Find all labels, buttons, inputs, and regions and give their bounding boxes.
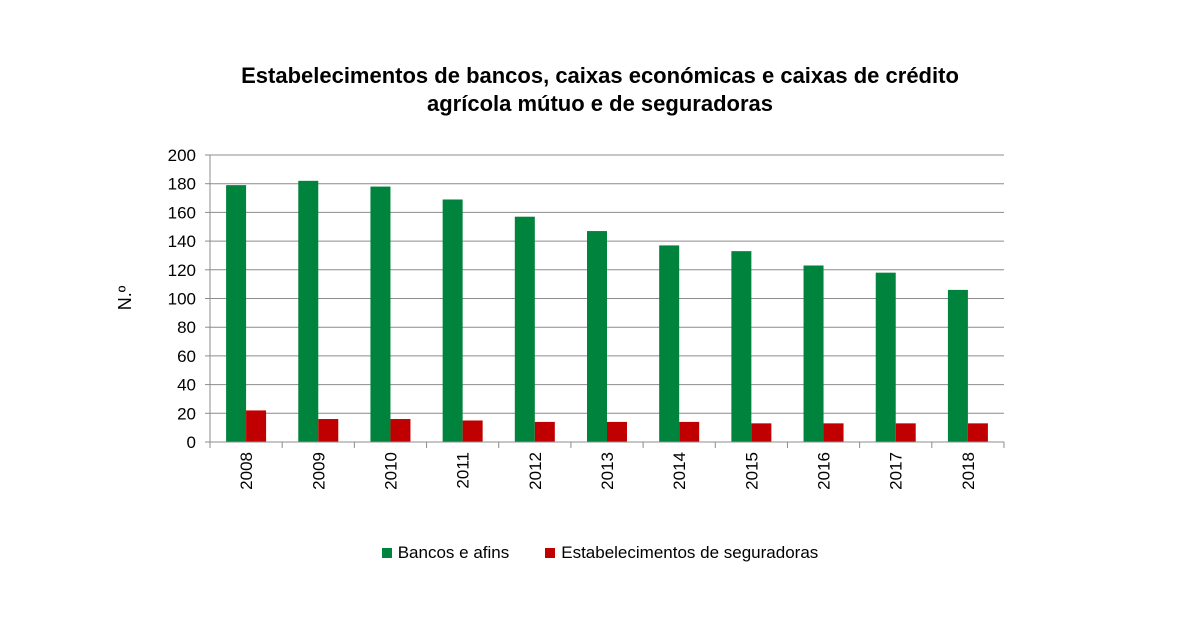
legend: Bancos e afins Estabelecimentos de segur… bbox=[0, 543, 1200, 563]
x-tick-label: 2017 bbox=[887, 452, 906, 490]
y-tick-labels: 0 20 40 60 80 100 120 140 160 180 200 bbox=[168, 146, 196, 452]
y-tick-label: 160 bbox=[168, 203, 196, 222]
legend-item-bancos: Bancos e afins bbox=[381, 543, 510, 563]
x-tick-label: 2013 bbox=[598, 452, 617, 490]
legend-label-bancos: Bancos e afins bbox=[397, 543, 510, 562]
y-tick-label: 40 bbox=[177, 376, 196, 395]
chart-title: Estabelecimentos de bancos, caixas econó… bbox=[0, 62, 1200, 118]
bar-bancos-2011 bbox=[442, 199, 463, 442]
bar-bancos-2010 bbox=[370, 186, 391, 442]
bar-seguradoras-2015 bbox=[751, 423, 772, 442]
bar-seguradoras-2009 bbox=[318, 419, 339, 442]
x-tick-label: 2014 bbox=[670, 452, 689, 490]
bar-seguradoras-2010 bbox=[390, 419, 411, 442]
x-tick-labels: 2008 2009 2010 2011 2012 2013 2014 2015 2016 2017… bbox=[237, 452, 978, 490]
bar-seguradoras-2016 bbox=[823, 423, 844, 442]
y-tick-label: 100 bbox=[168, 290, 196, 309]
chart-title-line-1: Estabelecimentos de bancos, caixas econó… bbox=[241, 63, 959, 88]
x-tick-label: 2009 bbox=[309, 452, 328, 490]
chart-title-line-2: agrícola mútuo e de seguradoras bbox=[427, 91, 773, 116]
axes bbox=[209, 155, 1005, 448]
bar-bancos-2013 bbox=[587, 231, 607, 442]
y-tick-label: 20 bbox=[177, 404, 196, 423]
bar-bancos-2015 bbox=[731, 251, 752, 442]
y-axis-label: N.º bbox=[115, 285, 135, 310]
legend-item-seguradoras: Estabelecimentos de seguradoras bbox=[545, 543, 818, 563]
y-tick-label: 140 bbox=[168, 232, 196, 251]
legend-swatch-seguradoras bbox=[545, 548, 556, 558]
x-tick-label: 2018 bbox=[959, 452, 978, 490]
y-tick-label: 80 bbox=[177, 318, 196, 337]
x-tick-label: 2008 bbox=[237, 452, 256, 490]
bar-seguradoras-2008 bbox=[246, 410, 267, 442]
bar-bancos-2016 bbox=[803, 265, 824, 442]
bar-seguradoras-2014 bbox=[679, 421, 700, 442]
bar-seguradoras-2013 bbox=[607, 421, 627, 442]
x-tick-label: 2011 bbox=[454, 452, 473, 489]
legend-swatch-bancos bbox=[381, 548, 392, 558]
bar-bancos-2018 bbox=[947, 289, 968, 442]
bar-seguradoras-2017 bbox=[895, 423, 916, 442]
bar-bancos-2017 bbox=[875, 272, 896, 442]
y-tick-label: 200 bbox=[168, 146, 196, 165]
bar-bancos-2008 bbox=[226, 185, 247, 442]
bar-bancos-2009 bbox=[298, 180, 319, 442]
bars bbox=[226, 180, 988, 442]
x-tick-label: 2012 bbox=[526, 452, 545, 490]
bar-bancos-2012 bbox=[514, 216, 535, 442]
y-tick-label: 120 bbox=[168, 261, 196, 280]
bar-seguradoras-2012 bbox=[534, 421, 555, 442]
bar-seguradoras-2018 bbox=[967, 423, 988, 442]
x-tick-label: 2010 bbox=[381, 452, 400, 490]
x-tick-label: 2016 bbox=[815, 452, 834, 490]
x-tick-label: 2015 bbox=[742, 452, 761, 490]
y-tick-label: 0 bbox=[187, 433, 196, 452]
y-tick-label: 180 bbox=[168, 175, 196, 194]
legend-label-seguradoras: Estabelecimentos de seguradoras bbox=[561, 543, 819, 562]
y-tick-label: 60 bbox=[177, 347, 196, 366]
bar-bancos-2014 bbox=[659, 245, 680, 442]
bar-seguradoras-2011 bbox=[462, 420, 483, 442]
